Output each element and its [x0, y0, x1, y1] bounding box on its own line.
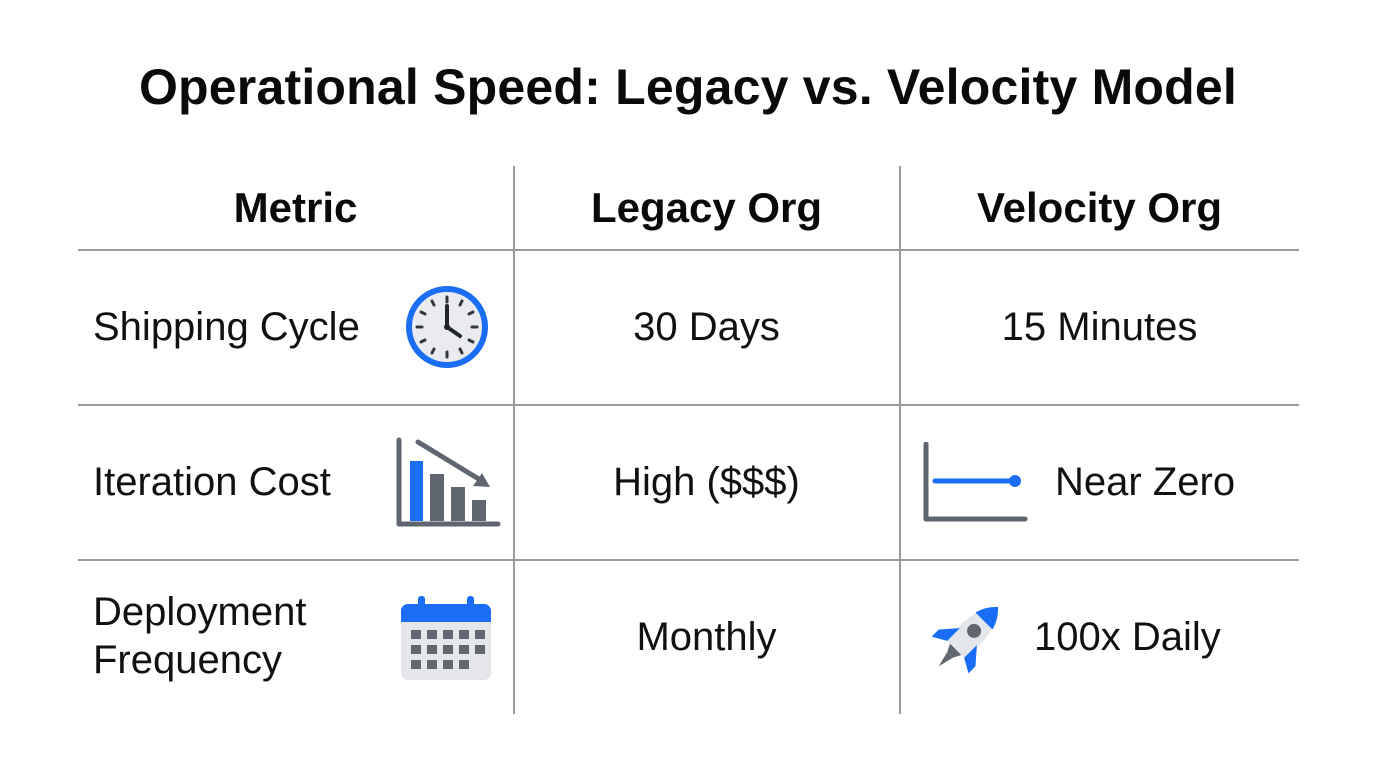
- column-header-metric: Metric: [233, 184, 358, 231]
- row-divider: [78, 404, 1299, 406]
- velocity-value: 15 Minutes: [1001, 304, 1198, 349]
- comparison-table: Metric Legacy Org Velocity Org Shipping …: [78, 166, 1299, 714]
- column-header-legacy: Legacy Org: [590, 184, 823, 231]
- legacy-value: Monthly: [636, 614, 777, 659]
- velocity-value: Near Zero: [1055, 459, 1236, 504]
- page-title: Operational Speed: Legacy vs. Velocity M…: [138, 59, 1238, 115]
- header-divider: [78, 249, 1299, 251]
- legacy-value: High ($$$): [613, 459, 800, 504]
- column-divider: [899, 166, 901, 714]
- metric-label: Iteration Cost: [93, 460, 331, 504]
- metric-label: Deployment Frequency: [93, 590, 307, 682]
- row-divider: [78, 559, 1299, 561]
- clock-icon: [404, 284, 490, 370]
- declining-bar-chart-icon: [394, 434, 504, 530]
- calendar-icon: [398, 594, 494, 684]
- rocket-icon: [921, 592, 1013, 684]
- flat-line-chart-icon: [921, 441, 1029, 524]
- column-header-velocity: Velocity Org: [976, 184, 1223, 231]
- velocity-value: 100x Daily: [1034, 614, 1221, 659]
- column-divider: [513, 166, 515, 714]
- metric-label: Shipping Cycle: [93, 305, 360, 349]
- legacy-value: 30 Days: [633, 304, 780, 349]
